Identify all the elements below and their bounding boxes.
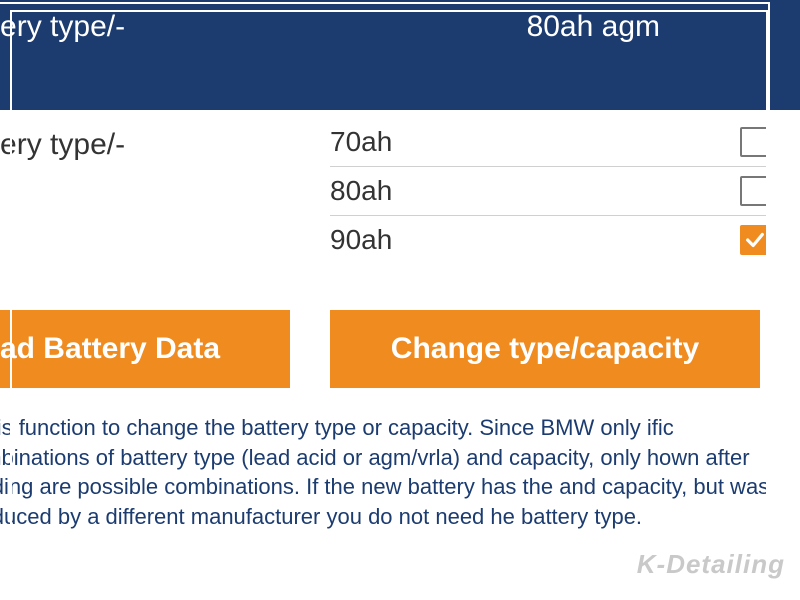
option-row[interactable]: 80ah — [330, 167, 770, 216]
options-list: 70ah 80ah 90ah — [280, 110, 800, 290]
content-area: battery type/- / 70ah 80ah 90ah — [0, 110, 800, 290]
option-label: 90ah — [330, 224, 392, 256]
left-column: battery type/- / — [0, 110, 280, 290]
option-label: 70ah — [330, 126, 392, 158]
header: battery type/- 80ah agm / — [0, 0, 800, 110]
change-type-capacity-button[interactable]: Change type/capacity — [330, 310, 760, 388]
checkbox-checked-icon[interactable] — [740, 225, 770, 255]
checkbox-unchecked-icon[interactable] — [740, 176, 770, 206]
option-label: 80ah — [330, 175, 392, 207]
left-label-line2: / — [0, 166, 280, 200]
read-battery-data-button[interactable]: ad Battery Data — [0, 310, 290, 388]
left-label-line1: battery type/- — [0, 128, 280, 162]
header-label-left-line2: / — [0, 46, 800, 80]
watermark: K-Detailing — [637, 549, 785, 580]
option-row[interactable]: 90ah — [330, 216, 770, 264]
header-label-left: battery type/- — [0, 10, 125, 44]
checkbox-unchecked-icon[interactable] — [740, 127, 770, 157]
description-text: e this function to change the battery ty… — [0, 408, 800, 532]
option-row[interactable]: 70ah — [330, 118, 770, 167]
header-value-right: 80ah agm — [527, 10, 660, 44]
button-row: ad Battery Data Change type/capacity — [0, 290, 800, 408]
